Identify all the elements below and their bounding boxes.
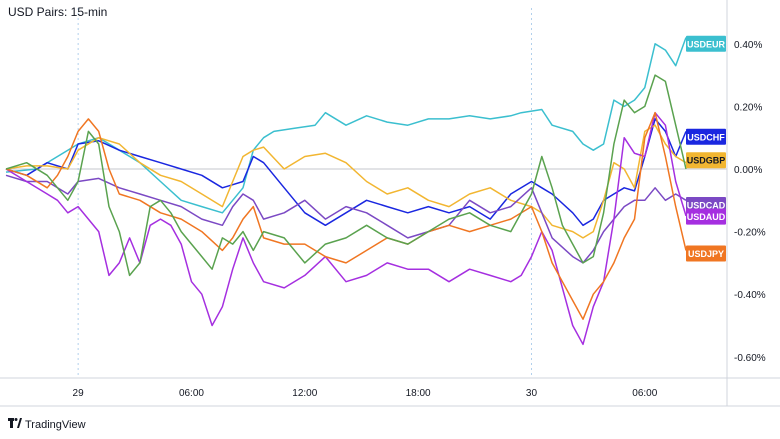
x-tick-label: 12:00 (292, 388, 317, 399)
badge-usdjpy: USDJPY (686, 245, 726, 262)
series-line-usdaud (5, 111, 687, 346)
series-line-usdchf (5, 118, 687, 227)
badge-usdgbp: USDGBP (686, 152, 726, 169)
badge-label: USDGBP (687, 156, 726, 166)
chart-guides (6, 8, 727, 378)
badge-label: USDAUD (687, 212, 726, 222)
series-badges: USDEUR USDCHF USDGBP USDCAD USDAUD USDJPY (686, 35, 726, 262)
x-tick-label: 18:00 (406, 388, 431, 399)
y-tick-label: 0.40% (734, 40, 762, 51)
chart-title: USD Pairs: 15-min (8, 5, 108, 19)
y-tick-label: 0.20% (734, 102, 762, 113)
badge-background (686, 152, 726, 169)
x-tick-label: 06:00 (632, 388, 657, 399)
series-line-usdcad (5, 174, 687, 264)
y-tick-label: -0.60% (734, 353, 766, 364)
brand-label: TradingView (25, 418, 86, 431)
badge-usdaud: USDAUD (686, 208, 726, 225)
x-tick-label: 06:00 (179, 388, 204, 399)
axes: 0.40% 0.20% 0.00% -0.20% -0.40% -0.60% 29 06:00… (0, 0, 780, 407)
badge-background (686, 245, 726, 262)
badge-background (686, 128, 726, 145)
badge-usdchf: USDCHF (686, 128, 726, 145)
badge-background (686, 35, 726, 52)
series-line-usdeur (5, 37, 687, 214)
y-tick-label: 0.00% (734, 165, 762, 176)
series-line-usdjpy (5, 111, 687, 320)
y-tick-label: -0.20% (734, 228, 766, 239)
x-tick-label: 30 (526, 388, 538, 399)
badge-label: USDEUR (687, 39, 726, 49)
series-line-usdgbp (5, 124, 687, 239)
badge-background (686, 208, 726, 225)
badge-label: USDCAD (687, 200, 726, 210)
series-line-usdnzd (5, 74, 687, 277)
badge-label: USDCHF (687, 132, 725, 142)
badge-label: USDJPY (688, 249, 724, 259)
brand-footer[interactable]: TradingView (8, 418, 86, 431)
tradingview-logo-icon (8, 418, 22, 431)
y-tick-label: -0.40% (734, 290, 766, 301)
series-lines (5, 37, 687, 346)
badge-usdeur: USDEUR (686, 35, 726, 52)
x-tick-label: 29 (73, 388, 85, 399)
